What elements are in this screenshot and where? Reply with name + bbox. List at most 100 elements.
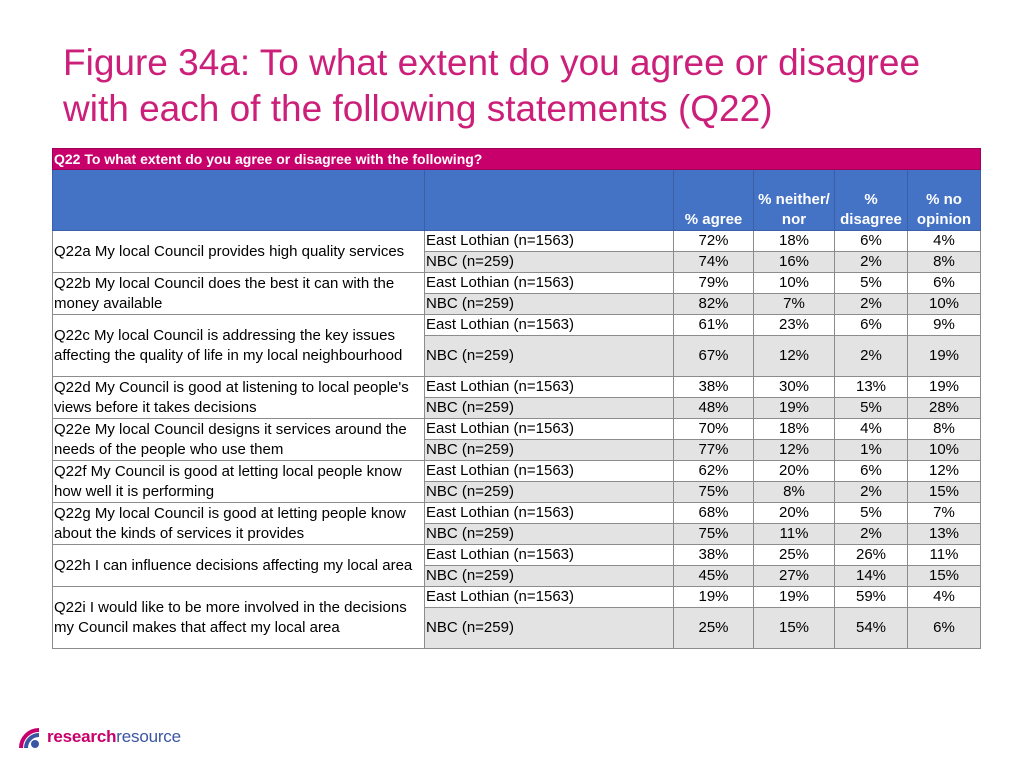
group-label-cell: East Lothian (n=1563): [424, 586, 674, 608]
logo-word-resource: resource: [116, 727, 181, 746]
value-cell: 12%: [906, 460, 982, 482]
blank-header-cell: [52, 169, 425, 231]
value-cell: 19%: [753, 397, 835, 419]
table-row: NBC (n=259) 75% 11% 2% 13%: [53, 523, 982, 545]
value-cell: 2%: [834, 481, 908, 503]
group-label-cell: NBC (n=259): [424, 293, 674, 315]
logo-word-research: research: [47, 727, 117, 746]
value-cell: 59%: [834, 586, 908, 608]
question-cell: Q22d My Council is good at listening to …: [52, 376, 425, 419]
table-row: Q22e My local Council designs it service…: [52, 418, 982, 461]
value-cell: 5%: [834, 397, 908, 419]
group-label-cell: East Lothian (n=1563): [424, 376, 674, 398]
group-label-cell: East Lothian (n=1563): [424, 544, 674, 566]
value-cell: 10%: [906, 293, 982, 315]
question-cell: Q22g My local Council is good at letting…: [52, 502, 425, 545]
value-cell: 30%: [753, 376, 835, 398]
value-cell: 18%: [753, 230, 835, 252]
value-cell: 28%: [906, 397, 982, 419]
value-cell: 2%: [834, 251, 908, 273]
value-cell: 6%: [906, 272, 982, 294]
value-cell: 23%: [753, 314, 835, 336]
value-cell: 12%: [753, 439, 835, 461]
value-cell: 62%: [673, 460, 754, 482]
value-cell: 10%: [753, 272, 835, 294]
question-cell: Q22h I can influence decisions affecting…: [52, 544, 425, 587]
value-cell: 27%: [753, 565, 835, 587]
column-header-agree: % agree: [673, 169, 754, 231]
value-cell: 79%: [673, 272, 754, 294]
question-cell: Q22b My local Council does the best it c…: [52, 272, 425, 315]
table-row: NBC (n=259) 48% 19% 5% 28%: [53, 397, 982, 419]
question-cell: Q22c My local Council is addressing the …: [52, 314, 425, 377]
group-label-cell: NBC (n=259): [424, 607, 674, 649]
value-cell: 2%: [834, 335, 908, 377]
value-cell: 15%: [906, 565, 982, 587]
table-title-row: Q22 To what extent do you agree or disag…: [51, 148, 982, 170]
value-cell: 25%: [673, 607, 754, 649]
value-cell: 38%: [673, 544, 754, 566]
table-row: NBC (n=259) 74% 16% 2% 8%: [53, 251, 982, 273]
value-cell: 74%: [673, 251, 754, 273]
value-cell: 75%: [673, 523, 754, 545]
value-cell: 72%: [673, 230, 754, 252]
group-label-cell: NBC (n=259): [424, 481, 674, 503]
value-cell: 6%: [834, 230, 908, 252]
value-cell: 16%: [753, 251, 835, 273]
value-cell: 13%: [906, 523, 982, 545]
value-cell: 19%: [673, 586, 754, 608]
value-cell: 61%: [673, 314, 754, 336]
value-cell: 7%: [753, 293, 835, 315]
value-cell: 13%: [834, 376, 908, 398]
group-label-cell: NBC (n=259): [424, 565, 674, 587]
value-cell: 8%: [906, 418, 982, 440]
column-header-row: % agree % neither/ nor % disagree % no o…: [52, 169, 982, 231]
table-row: Q22h I can influence decisions affecting…: [52, 544, 982, 587]
logo-wordmark: researchresource: [47, 727, 181, 747]
value-cell: 18%: [753, 418, 835, 440]
question-cell: Q22e My local Council designs it service…: [52, 418, 425, 461]
value-cell: 67%: [673, 335, 754, 377]
value-cell: 11%: [753, 523, 835, 545]
value-cell: 8%: [906, 251, 982, 273]
value-cell: 5%: [834, 502, 908, 524]
value-cell: 19%: [753, 586, 835, 608]
table-row: NBC (n=259) 75% 8% 2% 15%: [53, 481, 982, 503]
value-cell: 15%: [906, 481, 982, 503]
table-row: Q22d My Council is good at listening to …: [52, 376, 982, 419]
table-row: NBC (n=259) 67% 12% 2% 19%: [53, 335, 982, 377]
value-cell: 4%: [834, 418, 908, 440]
value-cell: 20%: [753, 502, 835, 524]
group-label-cell: NBC (n=259): [424, 439, 674, 461]
page-title: Figure 34a: To what extent do you agree …: [63, 42, 921, 129]
value-cell: 45%: [673, 565, 754, 587]
group-label-cell: NBC (n=259): [424, 397, 674, 419]
survey-results-table: Q22 To what extent do you agree or disag…: [51, 148, 982, 649]
value-cell: 70%: [673, 418, 754, 440]
value-cell: 9%: [906, 314, 982, 336]
group-label-cell: East Lothian (n=1563): [424, 460, 674, 482]
table-row: Q22f My Council is good at letting local…: [52, 460, 982, 503]
value-cell: 68%: [673, 502, 754, 524]
question-cell: Q22a My local Council provides high qual…: [52, 230, 425, 273]
value-cell: 5%: [834, 272, 908, 294]
value-cell: 2%: [834, 523, 908, 545]
table-row: NBC (n=259) 45% 27% 14% 15%: [53, 565, 982, 587]
table-row: NBC (n=259) 77% 12% 1% 10%: [53, 439, 982, 461]
value-cell: 8%: [753, 481, 835, 503]
group-label-cell: East Lothian (n=1563): [424, 418, 674, 440]
value-cell: 19%: [906, 335, 982, 377]
blank-header-cell: [424, 169, 674, 231]
value-cell: 19%: [906, 376, 982, 398]
value-cell: 26%: [834, 544, 908, 566]
group-label-cell: East Lothian (n=1563): [424, 272, 674, 294]
value-cell: 75%: [673, 481, 754, 503]
group-label-cell: NBC (n=259): [424, 251, 674, 273]
table-row: Q22c My local Council is addressing the …: [52, 314, 982, 377]
value-cell: 11%: [906, 544, 982, 566]
value-cell: 20%: [753, 460, 835, 482]
research-resource-logo: researchresource: [18, 722, 181, 752]
value-cell: 15%: [753, 607, 835, 649]
value-cell: 48%: [673, 397, 754, 419]
group-label-cell: East Lothian (n=1563): [424, 314, 674, 336]
